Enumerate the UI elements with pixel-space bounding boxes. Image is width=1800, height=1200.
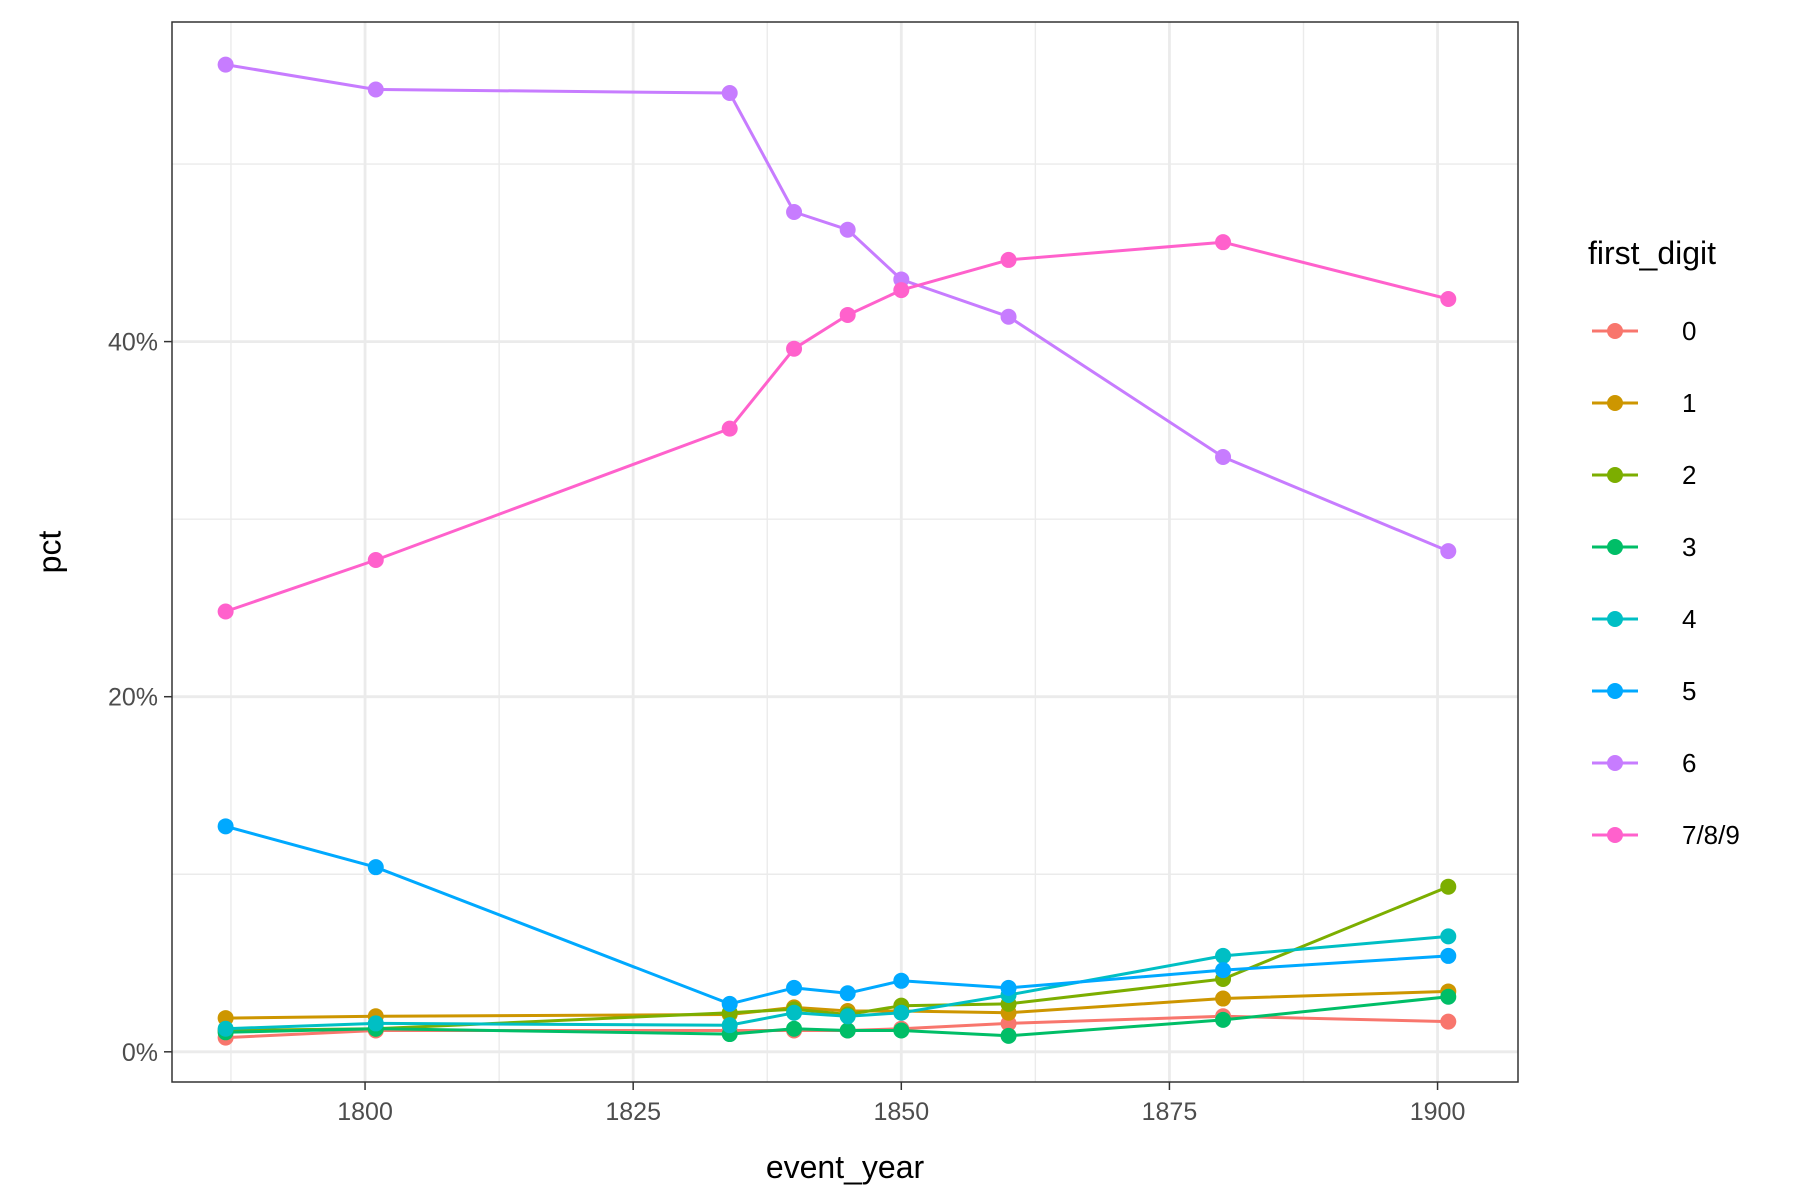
data-point <box>893 972 910 989</box>
x-tick-label: 1825 <box>605 1098 661 1126</box>
data-point <box>1440 290 1457 307</box>
y-tick-label: 0% <box>122 1039 158 1067</box>
legend-key-point <box>1607 827 1623 843</box>
data-point <box>839 221 856 238</box>
legend-item: 3 <box>1592 532 1696 562</box>
data-point <box>1000 979 1017 996</box>
y-axis: 0% 20% 40% <box>108 329 172 1067</box>
y-axis-title: pct <box>31 531 67 574</box>
data-point <box>1000 308 1017 325</box>
data-point <box>786 340 803 357</box>
data-point <box>1000 1027 1017 1044</box>
data-point <box>786 979 803 996</box>
data-point <box>1440 947 1457 964</box>
x-tick-label: 1850 <box>873 1098 929 1126</box>
legend-key-point <box>1607 755 1623 771</box>
series-4 <box>217 928 1457 1037</box>
data-point <box>1215 449 1232 466</box>
data-point <box>217 818 234 835</box>
legend-key-point <box>1607 683 1623 699</box>
legend-label: 4 <box>1682 604 1696 634</box>
legend-item: 2 <box>1592 460 1696 490</box>
data-point <box>1000 251 1017 268</box>
data-point <box>367 1015 384 1032</box>
data-point <box>721 420 738 437</box>
legend-key-point <box>1607 323 1623 339</box>
legend-key-point <box>1607 539 1623 555</box>
data-point <box>721 1017 738 1034</box>
major-gridlines <box>172 22 1518 1082</box>
data-point <box>1215 962 1232 979</box>
x-tick-label: 1875 <box>1142 1098 1198 1126</box>
series-7-8-9 <box>217 234 1457 620</box>
data-point <box>893 1004 910 1021</box>
legend-label: 3 <box>1682 532 1696 562</box>
data-point <box>217 56 234 73</box>
data-point <box>839 985 856 1002</box>
data-point <box>1440 988 1457 1005</box>
data-point <box>839 1022 856 1039</box>
legend-item: 6 <box>1592 748 1696 778</box>
x-tick-label: 1900 <box>1410 1098 1466 1126</box>
legend-label: 5 <box>1682 676 1696 706</box>
legend-item: 1 <box>1592 388 1696 418</box>
data-point <box>1440 543 1457 560</box>
y-tick-label: 40% <box>108 329 158 357</box>
legend-key-point <box>1607 467 1623 483</box>
data-point <box>1215 1011 1232 1028</box>
data-point <box>1215 947 1232 964</box>
data-point <box>1215 990 1232 1007</box>
legend: first_digit 0 1 2 3 4 5 6 7/8/9 <box>1588 235 1740 850</box>
data-point <box>893 282 910 299</box>
data-point <box>367 81 384 98</box>
data-point <box>786 1004 803 1021</box>
legend-item: 0 <box>1592 316 1696 346</box>
data-point <box>217 603 234 620</box>
legend-label: 7/8/9 <box>1682 820 1740 850</box>
data-point <box>217 1020 234 1037</box>
legend-key-point <box>1607 611 1623 627</box>
legend-item: 4 <box>1592 604 1696 634</box>
x-axis-title: event_year <box>766 1149 925 1185</box>
plot-panel-border <box>171 21 1519 1083</box>
legend-label: 1 <box>1682 388 1696 418</box>
x-axis: 1800 1825 1850 1875 1900 <box>337 1082 1465 1126</box>
legend-label: 6 <box>1682 748 1696 778</box>
legend-item: 7/8/9 <box>1592 820 1740 850</box>
legend-label: 0 <box>1682 316 1696 346</box>
x-tick-label: 1800 <box>337 1098 393 1126</box>
data-point <box>786 1020 803 1037</box>
data-point <box>367 859 384 876</box>
data-point <box>839 306 856 323</box>
data-point <box>721 85 738 102</box>
legend-title: first_digit <box>1588 235 1716 271</box>
legend-label: 2 <box>1682 460 1696 490</box>
data-point <box>839 1008 856 1025</box>
data-point <box>893 1022 910 1039</box>
series-6 <box>217 56 1457 560</box>
data-point <box>786 203 803 220</box>
series-layer <box>217 56 1457 1046</box>
y-tick-label: 20% <box>108 684 158 712</box>
data-point <box>1440 1013 1457 1030</box>
data-point <box>367 551 384 568</box>
data-point <box>1215 234 1232 251</box>
data-point <box>1440 878 1457 895</box>
series-5 <box>217 818 1457 1012</box>
minor-gridlines <box>172 22 1518 1082</box>
data-point <box>1440 928 1457 945</box>
data-point <box>721 995 738 1012</box>
legend-key-point <box>1607 395 1623 411</box>
legend-item: 5 <box>1592 676 1696 706</box>
